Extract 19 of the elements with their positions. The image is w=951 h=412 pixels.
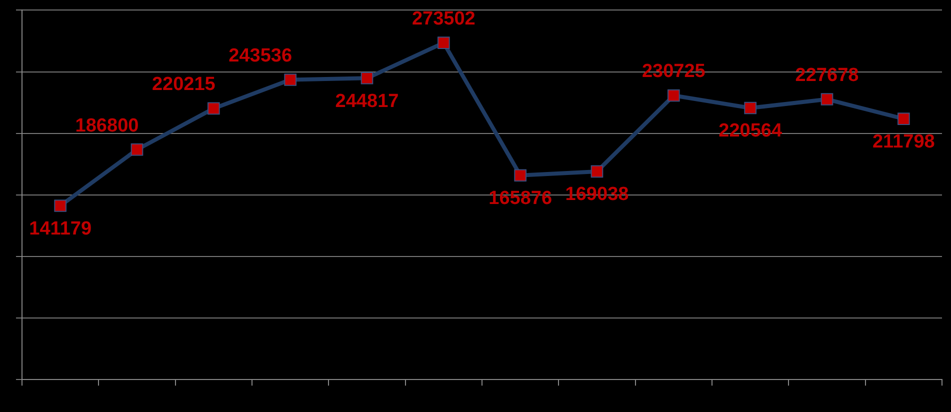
data-label: 211798 (872, 132, 935, 153)
point (668, 89, 680, 102)
point (590, 165, 604, 178)
data-label: 243536 (228, 45, 292, 66)
data-label: 141179 (29, 218, 92, 240)
data-label: 244817 (335, 90, 399, 112)
data-label: 186800 (75, 115, 139, 136)
point (438, 36, 450, 49)
data-label: 220215 (152, 74, 216, 96)
data-label: 273502 (412, 8, 476, 30)
point (208, 102, 220, 115)
point (284, 74, 296, 86)
point (130, 143, 144, 156)
point (744, 102, 756, 114)
point (898, 112, 910, 125)
point (514, 169, 526, 182)
point (54, 200, 66, 212)
point (820, 93, 834, 106)
point (360, 72, 374, 84)
